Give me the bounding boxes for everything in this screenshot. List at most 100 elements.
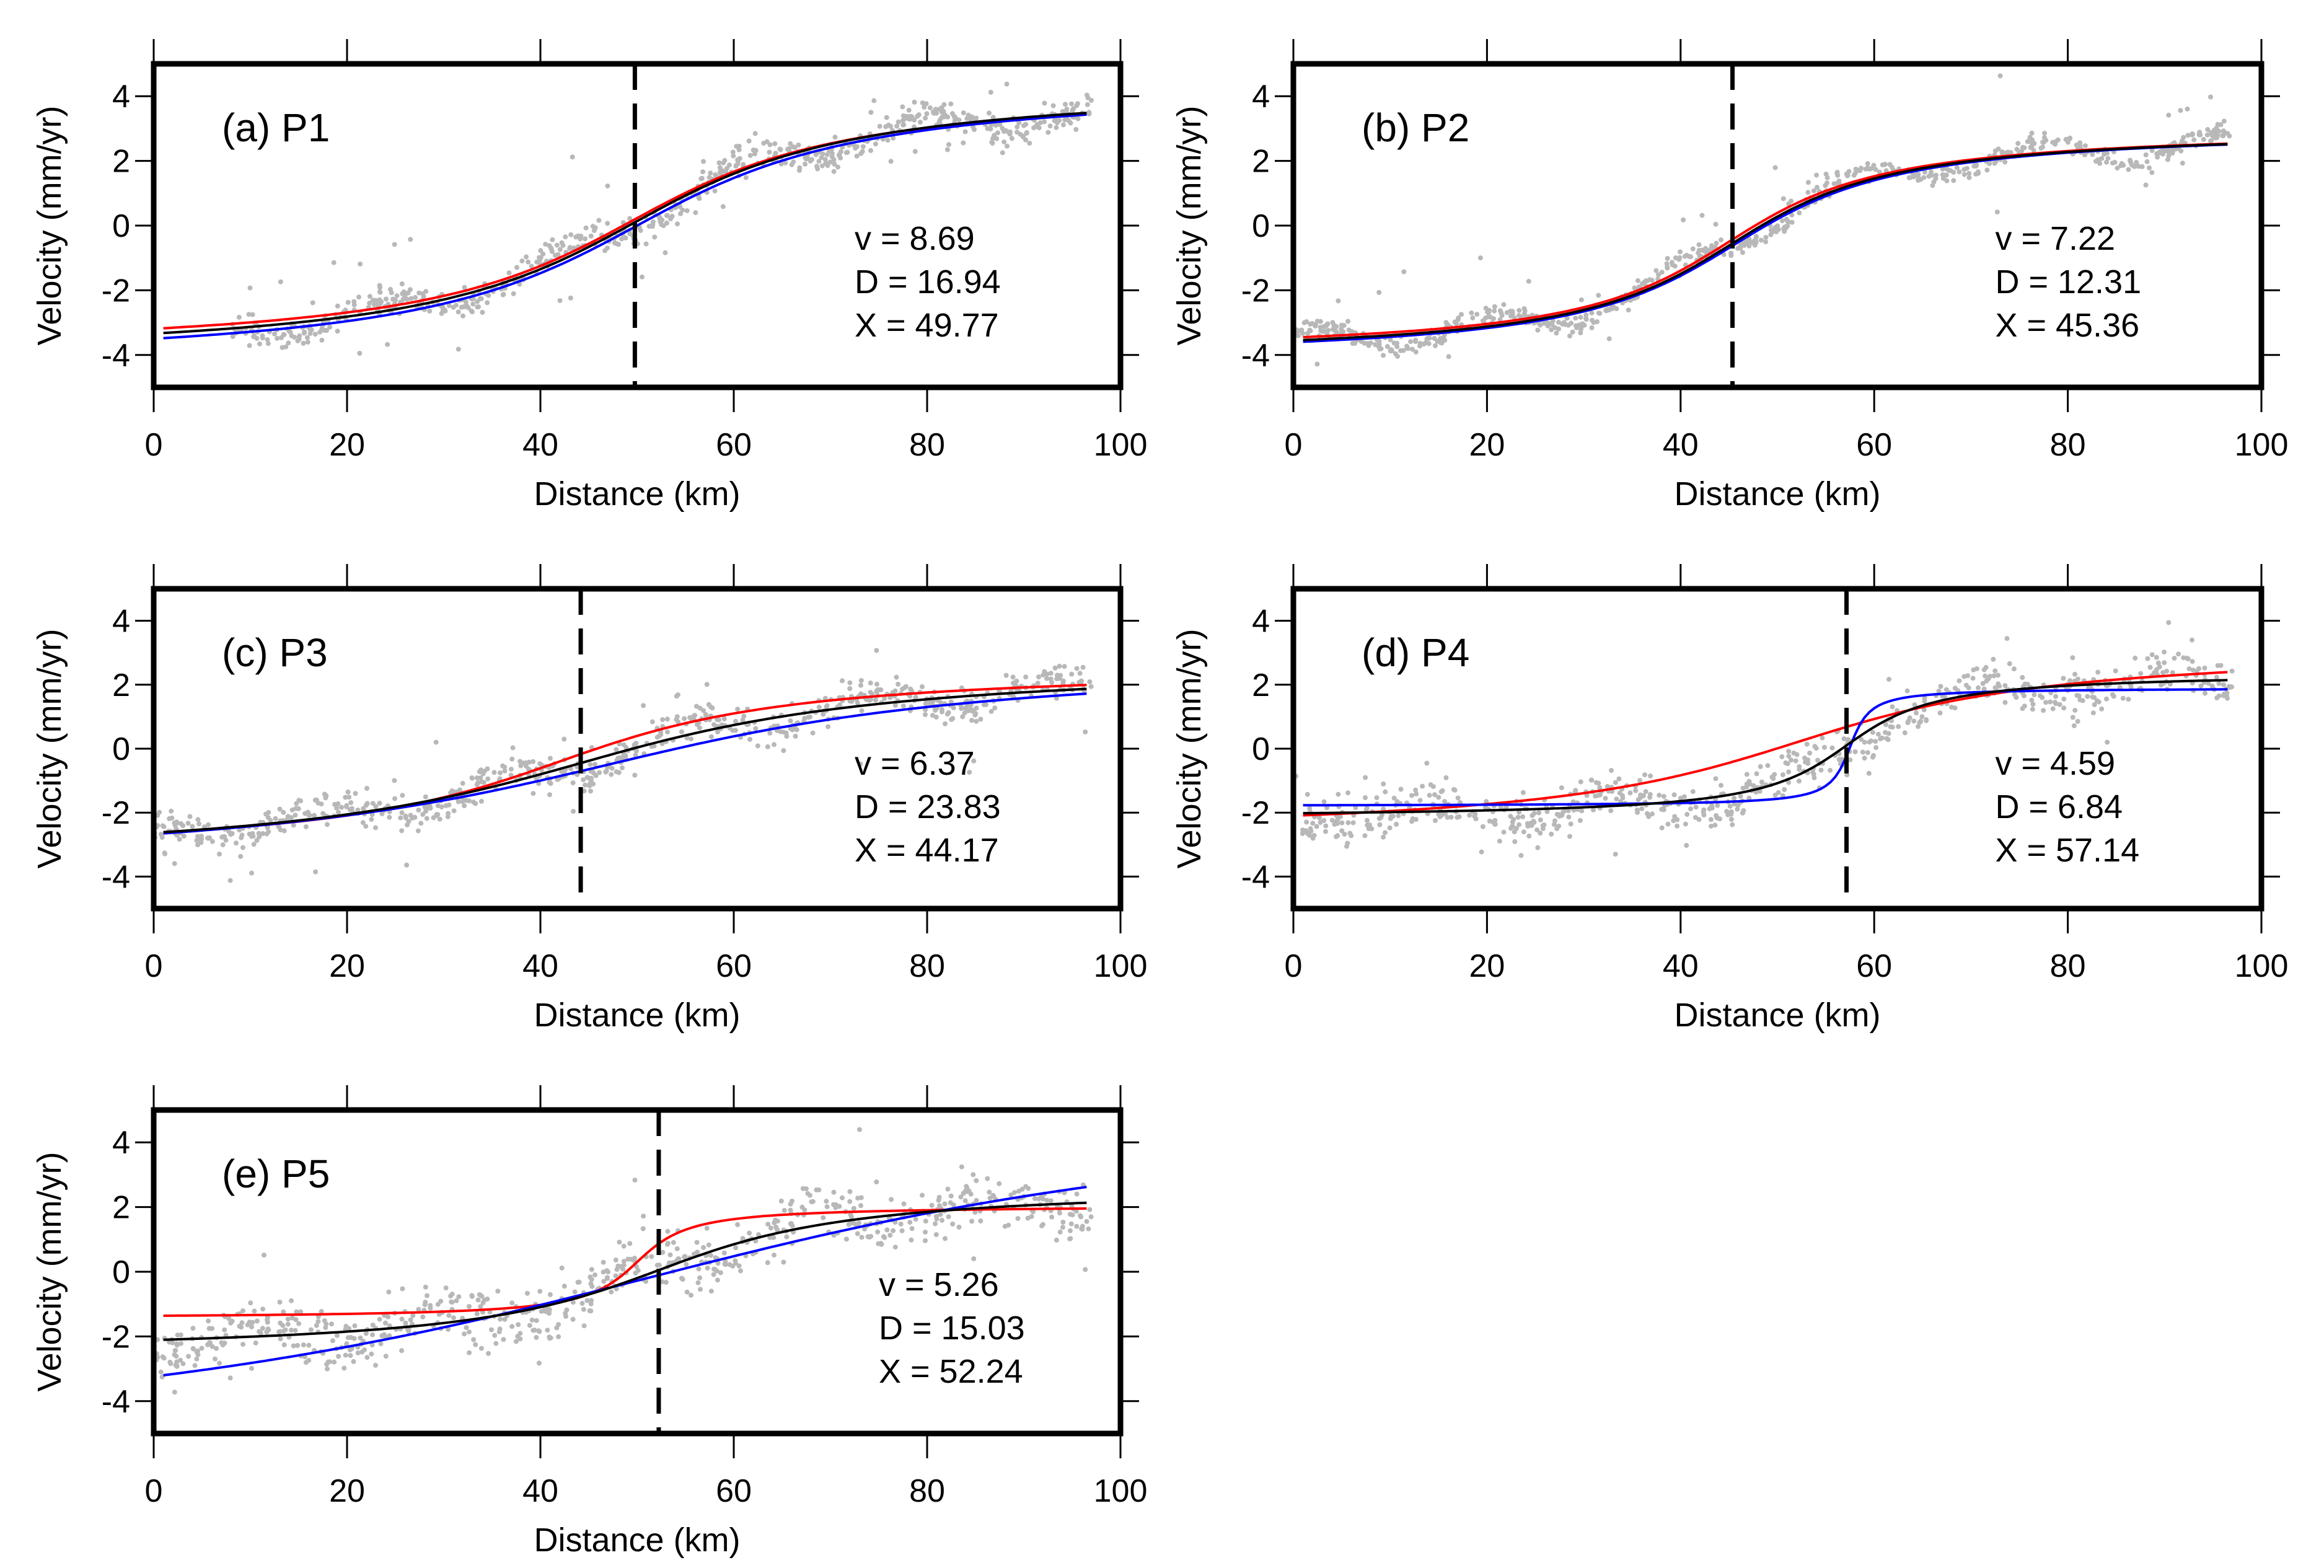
scatter-point (236, 314, 242, 320)
scatter-point (1551, 822, 1557, 827)
scatter-point (589, 1267, 594, 1272)
scatter-point (1321, 799, 1327, 804)
scatter-point (413, 295, 418, 300)
scatter-point (358, 1335, 363, 1341)
scatter-point (247, 1319, 252, 1325)
scatter-point (2149, 170, 2155, 175)
scatter-point (1944, 178, 1950, 183)
scatter-point (943, 1236, 948, 1241)
scatter-point (593, 773, 599, 778)
scatter-point (2180, 161, 2185, 166)
scatter-point (858, 682, 863, 688)
scatter-point (1635, 797, 1641, 803)
scatter-point (2170, 670, 2175, 676)
scatter-point (733, 1245, 738, 1251)
scatter-point (1541, 822, 1547, 827)
scatter-point (1334, 819, 1339, 824)
scatter-point (1536, 810, 1542, 816)
scatter-point (348, 1335, 354, 1340)
scatter-point (510, 745, 516, 751)
scatter-point (962, 710, 967, 716)
scatter-point (1577, 817, 1583, 823)
scatter-point (1914, 172, 1919, 177)
scatter-point (1304, 819, 1309, 825)
scatter-point (462, 803, 467, 808)
scatter-point (816, 1187, 822, 1192)
scatter-point (848, 1214, 854, 1220)
scatter-point (649, 224, 655, 229)
scatter-point (1644, 278, 1650, 283)
x-tick-label: 20 (1469, 948, 1505, 984)
scatter-point (536, 1360, 542, 1366)
scatter-point (496, 1329, 502, 1334)
scatter-point (1033, 124, 1039, 130)
x-tick-label: 20 (329, 1473, 365, 1509)
scatter-point (2166, 620, 2172, 625)
scatter-point (2061, 676, 2066, 681)
scatter-point (704, 1225, 710, 1231)
scatter-point (971, 1256, 977, 1261)
scatter-point (519, 258, 525, 264)
red-fit-line (1303, 671, 2228, 817)
scatter-point (858, 1203, 863, 1209)
scatter-point (1413, 787, 1419, 793)
scatter-point (485, 300, 490, 306)
scatter-point (377, 289, 383, 295)
scatter-point (285, 1321, 291, 1327)
scatter-point (1721, 252, 1727, 257)
scatter-point (1701, 809, 1706, 815)
scatter-point (790, 1223, 795, 1228)
scatter-point (1538, 817, 1543, 822)
scatter-point (190, 1346, 196, 1351)
fit-param-X: X = 44.17 (855, 832, 999, 869)
scatter-point (312, 797, 318, 803)
scatter-point (808, 714, 813, 720)
scatter-point (1642, 772, 1647, 778)
scatter-point (478, 1346, 484, 1351)
scatter-point (2105, 739, 2110, 745)
scatter-point (705, 1266, 710, 1271)
scatter-point (1570, 329, 1575, 335)
scatter-point (1420, 783, 1425, 789)
scatter-point (851, 1205, 856, 1211)
scatter-point (829, 151, 835, 156)
scatter-point (1062, 117, 1068, 123)
scatter-point (988, 89, 993, 95)
scatter-point (1728, 811, 1734, 817)
scatter-point (1084, 1218, 1089, 1224)
plot-area (154, 1110, 1094, 1434)
scatter-point (289, 807, 295, 813)
scatter-point (743, 175, 749, 180)
scatter-point (784, 734, 790, 739)
scatter-point (1627, 790, 1633, 796)
x-tick-label: 100 (1094, 427, 1148, 463)
scatter-point (1929, 172, 1935, 178)
scatter-point (379, 811, 385, 817)
scatter-point (177, 837, 182, 842)
scatter-point (1483, 315, 1489, 321)
scatter-point (424, 816, 429, 821)
scatter-point (1438, 789, 1444, 795)
scatter-point (1744, 772, 1750, 777)
scatter-point (680, 208, 685, 213)
scatter-point (2133, 655, 2138, 661)
scatter-point (1905, 720, 1911, 725)
scatter-point (1388, 348, 1393, 353)
scatter-point (664, 1241, 670, 1247)
scatter-point (196, 821, 201, 827)
scatter-point (1779, 754, 1785, 759)
scatter-point (2166, 153, 2172, 159)
scatter-point (581, 1323, 587, 1329)
scatter-point (1391, 340, 1397, 346)
scatter-point (605, 1269, 611, 1275)
scatter-point (352, 1323, 358, 1329)
scatter-point (1753, 239, 1759, 244)
scatter-point (446, 1326, 451, 1332)
scatter-point (1578, 314, 1583, 320)
scatter-point (537, 761, 543, 767)
y-axis-label: Velocity (mm/yr) (31, 628, 68, 868)
scatter-point (1741, 240, 1746, 245)
scatter-point (312, 332, 318, 337)
scatter-point (1991, 673, 1997, 679)
scatter-point (194, 1356, 200, 1362)
